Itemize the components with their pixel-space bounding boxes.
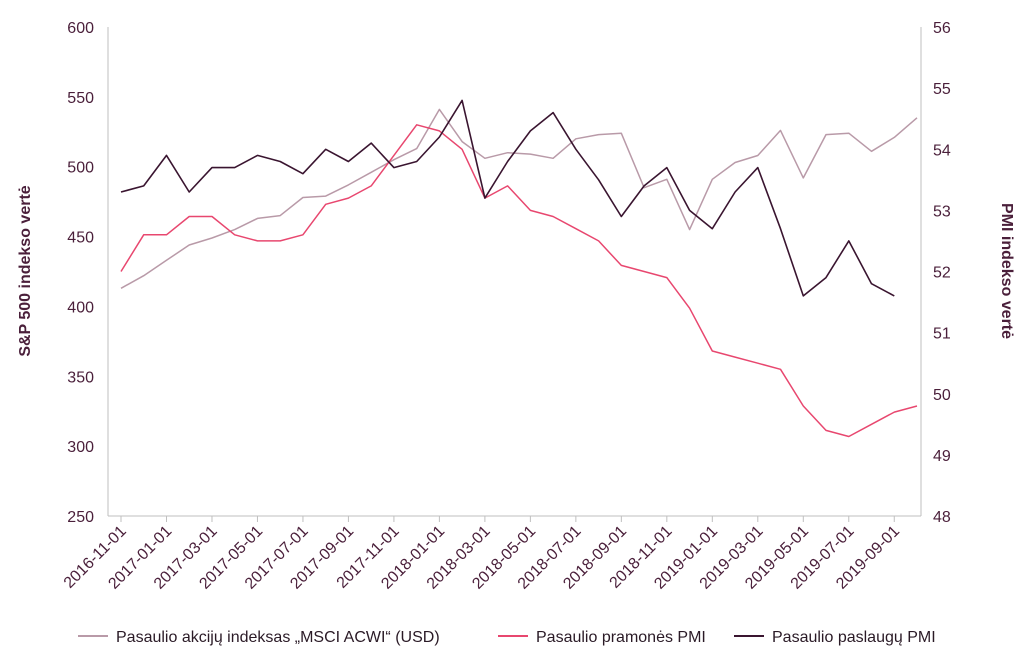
right-tick-label: 50 xyxy=(933,387,951,404)
legend: Pasaulio akcijų indeksas „MSCI ACWI“ (US… xyxy=(78,629,936,646)
right-tick-label: 49 xyxy=(933,448,951,465)
right-tick-label: 56 xyxy=(933,20,951,37)
right-tick-label: 52 xyxy=(933,265,951,282)
left-tick-label: 250 xyxy=(67,509,94,526)
right-tick-label: 54 xyxy=(933,142,951,159)
series-line-3 xyxy=(120,99,895,297)
right-tick-label: 55 xyxy=(933,81,951,98)
right-axis-title: PMI indekso vertė xyxy=(998,203,1015,339)
legend-label-1: Pasaulio akcijų indeksas „MSCI ACWI“ (US… xyxy=(116,629,440,646)
series-line-2 xyxy=(120,124,918,438)
left-axis-ticks: 250 300 350 400 450 500 550 600 xyxy=(67,20,94,526)
left-tick-label: 400 xyxy=(67,299,94,316)
axes xyxy=(107,27,922,517)
legend-label-2: Pasaulio pramonės PMI xyxy=(536,629,706,646)
series-lines xyxy=(120,99,918,438)
left-tick-label: 500 xyxy=(67,160,94,177)
left-tick-label: 350 xyxy=(67,369,94,386)
right-tick-label: 48 xyxy=(933,509,951,526)
legend-label-3: Pasaulio paslaugų PMI xyxy=(772,629,936,646)
left-tick-label: 600 xyxy=(67,20,94,37)
x-axis-ticks: 2016-11-012017-01-012017-03-012017-05-01… xyxy=(61,516,903,593)
left-axis-title: S&P 500 indekso vertė xyxy=(17,185,34,356)
left-tick-label: 450 xyxy=(67,230,94,247)
left-tick-label: 550 xyxy=(67,90,94,107)
right-tick-label: 51 xyxy=(933,326,951,343)
right-axis-ticks: 48 49 50 51 52 53 54 55 56 xyxy=(933,20,951,526)
right-tick-label: 53 xyxy=(933,203,951,220)
series-line-1 xyxy=(120,108,918,289)
left-tick-label: 300 xyxy=(67,439,94,456)
